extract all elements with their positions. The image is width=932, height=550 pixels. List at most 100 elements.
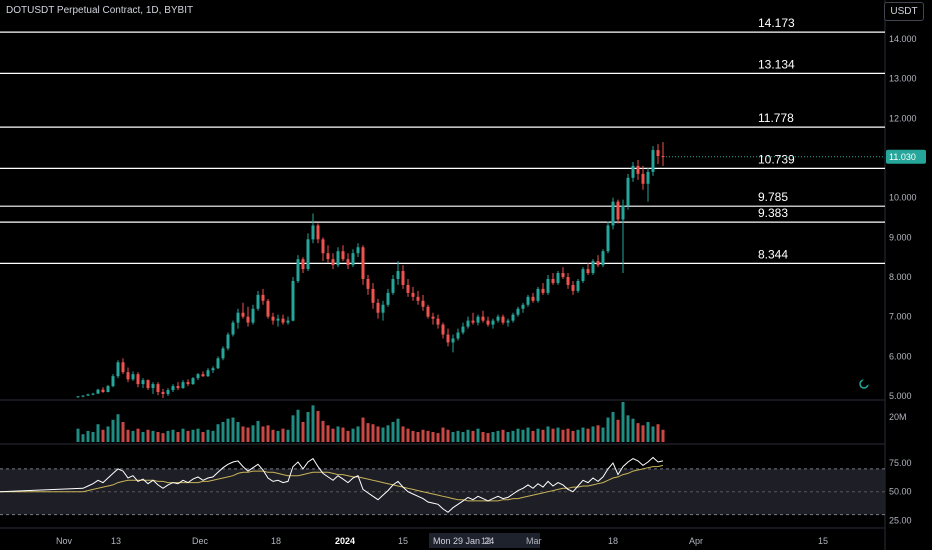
volume-bar bbox=[101, 429, 105, 442]
price-tick-label: 7.000 bbox=[889, 312, 912, 322]
candle-body bbox=[611, 201, 615, 226]
volume-bar bbox=[256, 420, 260, 442]
price-tick-label: 12.000 bbox=[889, 113, 917, 123]
price-tick-label: 8.000 bbox=[889, 272, 912, 282]
candle-body bbox=[211, 368, 215, 371]
candle-body bbox=[371, 288, 375, 303]
volume-bar bbox=[161, 433, 165, 442]
volume-bar bbox=[611, 412, 615, 442]
volume-bar bbox=[421, 429, 425, 442]
volume-bar bbox=[541, 429, 545, 442]
candle-body bbox=[141, 380, 145, 385]
volume-bar bbox=[166, 430, 170, 442]
candle-body bbox=[191, 378, 195, 385]
candle-body bbox=[526, 296, 530, 305]
candle-body bbox=[381, 304, 385, 313]
volume-bar bbox=[396, 418, 400, 442]
volume-bar bbox=[636, 423, 640, 442]
volume-bar bbox=[526, 427, 530, 442]
level-label: 14.173 bbox=[758, 16, 795, 30]
volume-bar bbox=[646, 422, 650, 442]
candle-body bbox=[391, 278, 395, 293]
x-tick-label: 15 bbox=[398, 536, 408, 546]
candle-body bbox=[631, 165, 635, 178]
candle-body bbox=[481, 316, 485, 321]
candle-body bbox=[376, 302, 380, 313]
candle-body bbox=[196, 374, 200, 379]
volume-bar bbox=[301, 422, 305, 442]
volume-bar bbox=[106, 426, 110, 442]
tradingview-moon-icon bbox=[859, 378, 870, 389]
candle-body bbox=[121, 362, 125, 373]
candle-body bbox=[416, 296, 420, 301]
volume-bar bbox=[121, 422, 125, 442]
candle-body bbox=[491, 320, 495, 325]
candle-body bbox=[456, 332, 460, 339]
candle-body bbox=[81, 395, 85, 397]
candle-body bbox=[156, 384, 160, 393]
volume-bar bbox=[626, 415, 630, 442]
candle-body bbox=[251, 308, 255, 323]
volume-bar bbox=[326, 425, 330, 442]
candle-body bbox=[366, 278, 370, 289]
volume-bar bbox=[126, 429, 130, 442]
x-tick-label: Apr bbox=[689, 536, 703, 546]
rsi-tick-label: 25.00 bbox=[889, 515, 912, 525]
x-tick-label: 18 bbox=[608, 536, 618, 546]
candle-body bbox=[176, 386, 180, 389]
volume-bar bbox=[76, 428, 80, 442]
volume-bar bbox=[366, 423, 370, 442]
volume-bar bbox=[486, 433, 490, 442]
candle-body bbox=[596, 261, 600, 266]
candle-body bbox=[131, 374, 135, 380]
volume-bar bbox=[276, 430, 280, 442]
volume-bar bbox=[316, 410, 320, 442]
candle-body bbox=[151, 384, 155, 389]
candle-body bbox=[656, 150, 660, 157]
price-tick-label: 10.000 bbox=[889, 193, 917, 203]
candle-body bbox=[641, 173, 645, 184]
volume-bar bbox=[631, 418, 635, 442]
volume-bar bbox=[306, 412, 310, 442]
candle-body bbox=[336, 251, 340, 266]
currency-button[interactable]: USDT bbox=[884, 2, 924, 21]
candle-body bbox=[91, 393, 95, 395]
x-tick-label: 18 bbox=[271, 536, 281, 546]
volume-bar bbox=[201, 432, 205, 442]
volume-bar bbox=[386, 425, 390, 442]
candle-body bbox=[406, 284, 410, 293]
volume-bar bbox=[516, 428, 520, 442]
volume-bar bbox=[656, 424, 660, 442]
volume-bar bbox=[661, 429, 665, 442]
x-tick-label: Mon 29 Jan '24 bbox=[433, 536, 494, 546]
volume-bar bbox=[351, 428, 355, 442]
candle-body bbox=[356, 247, 360, 254]
candle-body bbox=[581, 269, 585, 281]
volume-bar bbox=[556, 427, 560, 442]
candle-body bbox=[651, 150, 655, 172]
volume-bar bbox=[216, 424, 220, 442]
candle-body bbox=[246, 316, 250, 323]
candle-body bbox=[601, 251, 605, 266]
volume-bar bbox=[391, 422, 395, 442]
volume-bar bbox=[331, 428, 335, 442]
candle-body bbox=[556, 273, 560, 283]
volume-bar bbox=[246, 427, 250, 442]
level-label: 10.739 bbox=[758, 152, 795, 166]
volume-bar bbox=[496, 430, 500, 442]
candle-body bbox=[561, 273, 565, 277]
level-label: 13.134 bbox=[758, 57, 795, 71]
candle-body bbox=[496, 316, 500, 321]
volume-bar bbox=[381, 427, 385, 442]
rsi-band-fill bbox=[0, 468, 885, 515]
candle-body bbox=[431, 316, 435, 319]
candle-body bbox=[271, 316, 275, 321]
price-tick-label: 6.000 bbox=[889, 351, 912, 361]
volume-bar bbox=[241, 426, 245, 442]
candle-body bbox=[226, 334, 230, 349]
volume-bar bbox=[141, 432, 145, 442]
candle-body bbox=[341, 251, 345, 260]
volume-bar bbox=[86, 430, 90, 442]
volume-bar bbox=[471, 430, 475, 442]
